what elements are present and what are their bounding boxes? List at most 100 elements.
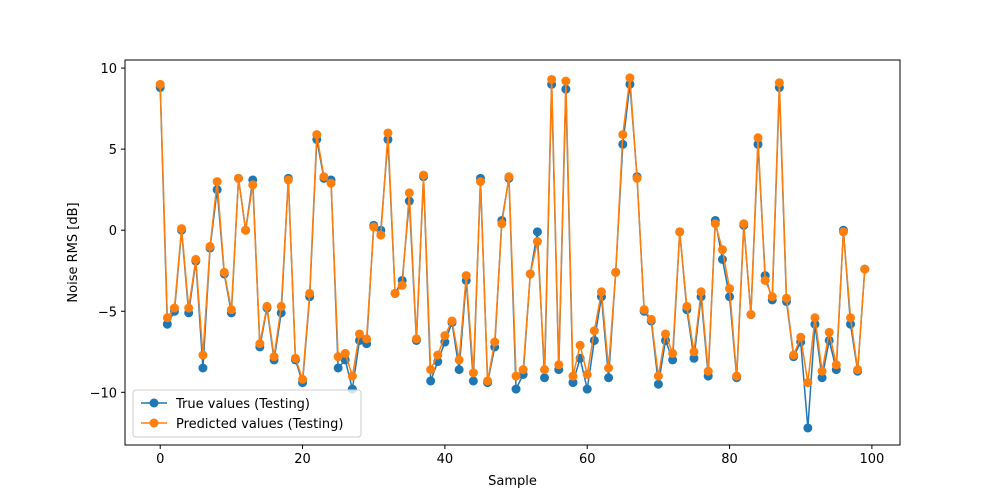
data-point — [696, 287, 706, 297]
y-tick-label: 0 — [109, 224, 117, 239]
legend-label: True values (Testing) — [175, 397, 310, 412]
data-point — [305, 288, 315, 298]
data-point — [376, 230, 386, 240]
series-2 — [155, 73, 870, 388]
data-point — [290, 353, 300, 363]
data-point — [604, 363, 614, 373]
data-point — [860, 264, 870, 274]
data-point — [668, 355, 678, 365]
data-point — [369, 222, 379, 232]
legend-marker — [149, 398, 159, 408]
x-axis: 0 20 40 60 80 100 — [156, 445, 884, 467]
data-point — [319, 172, 329, 182]
data-point — [611, 267, 621, 277]
data-point — [604, 373, 614, 383]
y-tick-label: −10 — [90, 386, 117, 401]
data-point — [504, 172, 514, 182]
data-point — [383, 128, 393, 138]
data-point — [639, 305, 649, 315]
y-tick-label: −5 — [98, 305, 117, 320]
data-point — [554, 360, 564, 370]
data-point — [582, 384, 592, 394]
data-point — [774, 78, 784, 88]
data-point — [689, 353, 699, 363]
data-point — [333, 363, 343, 373]
data-point — [717, 245, 727, 255]
data-point — [447, 316, 457, 326]
data-point — [276, 301, 286, 311]
data-point — [532, 237, 542, 247]
x-tick-label: 60 — [579, 452, 596, 467]
data-point — [540, 373, 550, 383]
x-tick-label: 20 — [294, 452, 311, 467]
x-tick-label: 100 — [859, 452, 884, 467]
y-tick-label: 5 — [109, 143, 117, 158]
data-point — [618, 130, 628, 140]
data-point — [269, 352, 279, 362]
data-point — [781, 293, 791, 303]
data-point — [433, 350, 443, 360]
data-point — [817, 366, 827, 376]
data-point — [354, 335, 364, 345]
data-point — [276, 308, 286, 318]
data-point — [846, 319, 856, 329]
data-point — [468, 368, 478, 378]
data-point — [461, 271, 471, 281]
data-point — [675, 227, 685, 237]
x-axis-label: Sample — [488, 474, 537, 489]
data-point — [540, 365, 550, 375]
data-point — [582, 369, 592, 379]
legend-box — [132, 389, 362, 438]
data-point — [803, 378, 813, 388]
data-point — [739, 219, 749, 229]
data-point — [426, 376, 436, 386]
data-point — [767, 292, 777, 302]
data-point — [283, 175, 293, 185]
data-point — [234, 173, 244, 183]
data-point — [746, 310, 756, 320]
data-point — [497, 219, 507, 229]
data-point — [575, 340, 585, 350]
data-point — [184, 303, 194, 313]
data-point — [653, 371, 663, 381]
legend: True values (Testing) Predicted values (T… — [132, 389, 362, 438]
data-point — [333, 352, 343, 362]
data-point — [162, 313, 172, 323]
data-point — [411, 334, 421, 344]
y-axis-label: Noise RMS [dB] — [66, 202, 81, 302]
data-point — [817, 373, 827, 383]
y-axis: 10 5 0 −5 −10 — [90, 62, 125, 401]
data-point — [169, 303, 179, 313]
legend-label: Predicted values (Testing) — [176, 417, 343, 432]
data-point — [198, 350, 208, 360]
data-point — [340, 348, 350, 358]
data-point — [198, 363, 208, 373]
data-point — [831, 360, 841, 370]
data-point — [661, 329, 671, 339]
data-point — [511, 384, 521, 394]
data-point — [703, 366, 713, 376]
series-layer — [155, 73, 870, 433]
y-tick-label: 10 — [100, 62, 117, 77]
plot-frame — [124, 59, 901, 446]
data-point — [532, 227, 542, 237]
data-point — [248, 180, 258, 190]
data-point — [717, 254, 727, 264]
data-point — [710, 219, 720, 229]
data-point — [397, 280, 407, 290]
data-point — [312, 130, 322, 140]
data-point — [205, 241, 215, 251]
data-point — [454, 365, 464, 375]
data-point — [838, 227, 848, 237]
data-point — [753, 133, 763, 143]
data-point — [732, 371, 742, 381]
data-point — [426, 365, 436, 375]
data-point — [191, 254, 201, 264]
data-point — [490, 337, 500, 347]
data-point — [511, 371, 521, 381]
data-point — [440, 331, 450, 341]
data-point — [689, 347, 699, 357]
data-point — [241, 225, 251, 235]
data-point — [568, 378, 578, 388]
data-point — [796, 332, 806, 342]
